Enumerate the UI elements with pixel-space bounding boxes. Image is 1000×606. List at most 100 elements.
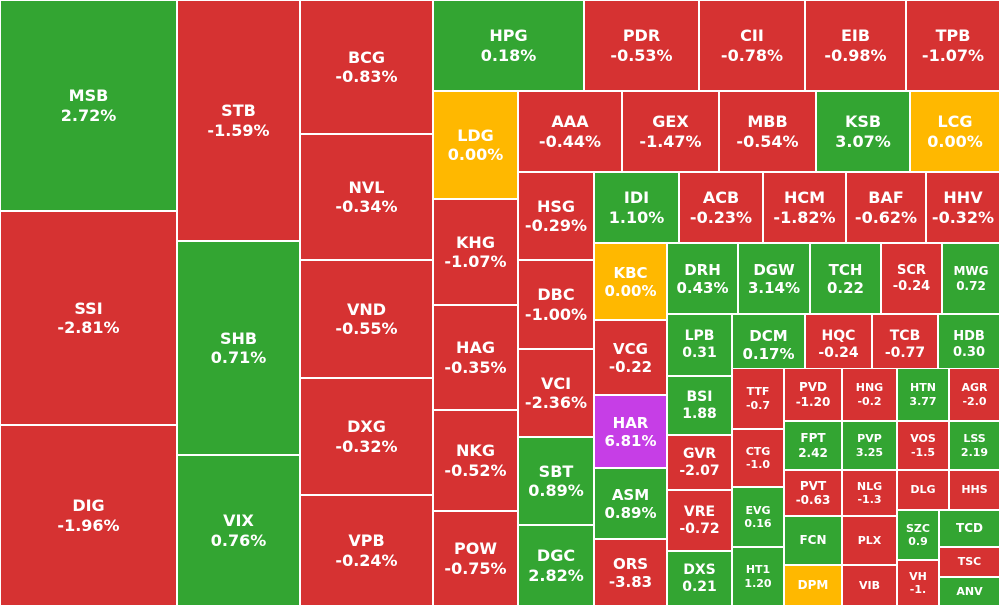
- tile-change: -0.2: [857, 394, 882, 408]
- tile-hpg[interactable]: HPG 0.18%: [433, 0, 584, 91]
- tile-dlg[interactable]: DLG: [897, 470, 949, 510]
- tile-dpm[interactable]: DPM: [784, 565, 842, 606]
- tile-nvl[interactable]: NVL -0.34%: [300, 134, 433, 260]
- tile-hhv[interactable]: HHV -0.32%: [926, 172, 1000, 243]
- tile-shb[interactable]: SHB 0.71%: [177, 241, 300, 455]
- tile-vcg[interactable]: VCG -0.22: [594, 320, 667, 395]
- tile-ticker: AGR: [961, 381, 988, 395]
- tile-ticker: ACB: [702, 188, 740, 208]
- tile-dxg[interactable]: DXG -0.32%: [300, 378, 433, 495]
- tile-mbb[interactable]: MBB -0.54%: [719, 91, 816, 172]
- tile-ksb[interactable]: KSB 3.07%: [816, 91, 910, 172]
- tile-dcm[interactable]: DCM 0.17%: [732, 314, 805, 376]
- tile-ticker: LCG: [937, 112, 973, 132]
- tile-pvd[interactable]: PVD -1.20: [784, 368, 842, 421]
- tile-change: 3.25: [855, 445, 884, 459]
- tile-vos[interactable]: VOS -1.5: [897, 421, 949, 470]
- tile-sbt[interactable]: SBT 0.89%: [518, 437, 594, 525]
- tile-change: -0.55%: [335, 319, 398, 338]
- tile-bsi[interactable]: BSI 1.88: [667, 376, 732, 435]
- tile-kbc[interactable]: KBC 0.00%: [594, 243, 667, 320]
- tile-ticker: KSB: [844, 112, 882, 132]
- tile-baf[interactable]: BAF -0.62%: [846, 172, 926, 243]
- tile-ssi[interactable]: SSI -2.81%: [0, 211, 177, 425]
- tile-hsg[interactable]: HSG -0.29%: [518, 172, 594, 260]
- tile-ticker: GEX: [652, 112, 689, 132]
- tile-ttf[interactable]: TTF -0.7: [732, 368, 784, 429]
- tile-vnd[interactable]: VND -0.55%: [300, 260, 433, 378]
- tile-change: -0.83%: [335, 67, 398, 86]
- tile-idi[interactable]: IDI 1.10%: [594, 172, 679, 243]
- tile-msb[interactable]: MSB 2.72%: [0, 0, 177, 211]
- tile-vpb[interactable]: VPB -0.24%: [300, 495, 433, 606]
- tile-ldg[interactable]: LDG 0.00%: [433, 91, 518, 199]
- tile-dig[interactable]: DIG -1.96%: [0, 425, 177, 606]
- tile-bcg[interactable]: BCG -0.83%: [300, 0, 433, 134]
- tile-change: 3.07%: [835, 131, 891, 151]
- tile-change: -0.29%: [524, 216, 588, 235]
- tile-szc[interactable]: SZC 0.9: [897, 510, 939, 560]
- tile-tpb[interactable]: TPB -1.07%: [906, 0, 1000, 91]
- tile-lcg[interactable]: LCG 0.00%: [910, 91, 1000, 172]
- tile-tcd[interactable]: TCD: [939, 510, 1000, 547]
- tile-vci[interactable]: VCI -2.36%: [518, 349, 594, 437]
- tile-ticker: DCM: [749, 327, 788, 345]
- tile-acb[interactable]: ACB -0.23%: [679, 172, 763, 243]
- tile-fcn[interactable]: FCN: [784, 516, 842, 565]
- tile-lss[interactable]: LSS 2.19: [949, 421, 1000, 470]
- tile-dxs[interactable]: DXS 0.21: [667, 551, 732, 606]
- tile-pvt[interactable]: PVT -0.63: [784, 470, 842, 516]
- tile-ticker: HQC: [821, 328, 856, 345]
- tile-eib[interactable]: EIB -0.98%: [805, 0, 906, 91]
- tile-dbc[interactable]: DBC -1.00%: [518, 260, 594, 349]
- tile-hcm[interactable]: HCM -1.82%: [763, 172, 846, 243]
- tile-cii[interactable]: CII -0.78%: [699, 0, 805, 91]
- tile-ticker: SSI: [74, 298, 103, 318]
- tile-ticker: EIB: [840, 26, 871, 46]
- tile-tsc[interactable]: TSC: [939, 547, 1000, 577]
- tile-pvp[interactable]: PVP 3.25: [842, 421, 897, 470]
- tile-lpb[interactable]: LPB 0.31: [667, 314, 732, 376]
- tile-vh[interactable]: VH -1.: [897, 560, 939, 606]
- tile-change: 0.00%: [927, 131, 983, 151]
- tile-pow[interactable]: POW -0.75%: [433, 511, 518, 606]
- tile-agr[interactable]: AGR -2.0: [949, 368, 1000, 421]
- tile-ticker: ASM: [611, 485, 650, 504]
- tile-scr[interactable]: SCR -0.24: [881, 243, 942, 314]
- tile-vix[interactable]: VIX 0.76%: [177, 455, 300, 606]
- tile-vre[interactable]: VRE -0.72: [667, 490, 732, 551]
- tile-hng[interactable]: HNG -0.2: [842, 368, 897, 421]
- tile-drh[interactable]: DRH 0.43%: [667, 243, 738, 314]
- tile-nlg[interactable]: NLG -1.3: [842, 470, 897, 516]
- tile-dgc[interactable]: DGC 2.82%: [518, 525, 594, 606]
- tile-htn[interactable]: HTN 3.77: [897, 368, 949, 421]
- tile-change: 0.21: [682, 578, 717, 595]
- tile-hag[interactable]: HAG -0.35%: [433, 305, 518, 410]
- tile-gvr[interactable]: GVR -2.07: [667, 435, 732, 490]
- tile-mwg[interactable]: MWG 0.72: [942, 243, 1000, 314]
- tile-nkg[interactable]: NKG -0.52%: [433, 410, 518, 511]
- tile-hdb[interactable]: HDB 0.30: [938, 314, 1000, 376]
- tile-khg[interactable]: KHG -1.07%: [433, 199, 518, 305]
- tile-evg[interactable]: EVG 0.16: [732, 487, 784, 547]
- tile-ctg[interactable]: CTG -1.0: [732, 429, 784, 487]
- tile-change: -1.: [909, 583, 927, 596]
- tile-dgw[interactable]: DGW 3.14%: [738, 243, 810, 314]
- tile-tcb[interactable]: TCB -0.77: [872, 314, 938, 376]
- tile-ors[interactable]: ORS -3.83: [594, 539, 667, 606]
- tile-vib[interactable]: VIB: [842, 565, 897, 606]
- tile-aaa[interactable]: AAA -0.44%: [518, 91, 622, 172]
- tile-anv[interactable]: ANV: [939, 577, 1000, 606]
- tile-fpt[interactable]: FPT 2.42: [784, 421, 842, 470]
- tile-plx[interactable]: PLX: [842, 516, 897, 565]
- tile-tch[interactable]: TCH 0.22: [810, 243, 881, 314]
- tile-hhs[interactable]: HHS: [949, 470, 1000, 510]
- tile-asm[interactable]: ASM 0.89%: [594, 468, 667, 539]
- tile-ht1[interactable]: HT1 1.20: [732, 547, 784, 606]
- tile-hqc[interactable]: HQC -0.24: [805, 314, 872, 376]
- tile-stb[interactable]: STB -1.59%: [177, 0, 300, 241]
- tile-gex[interactable]: GEX -1.47%: [622, 91, 719, 172]
- tile-pdr[interactable]: PDR -0.53%: [584, 0, 699, 91]
- tile-har[interactable]: HAR 6.81%: [594, 395, 667, 468]
- tile-change: -0.22: [608, 357, 653, 376]
